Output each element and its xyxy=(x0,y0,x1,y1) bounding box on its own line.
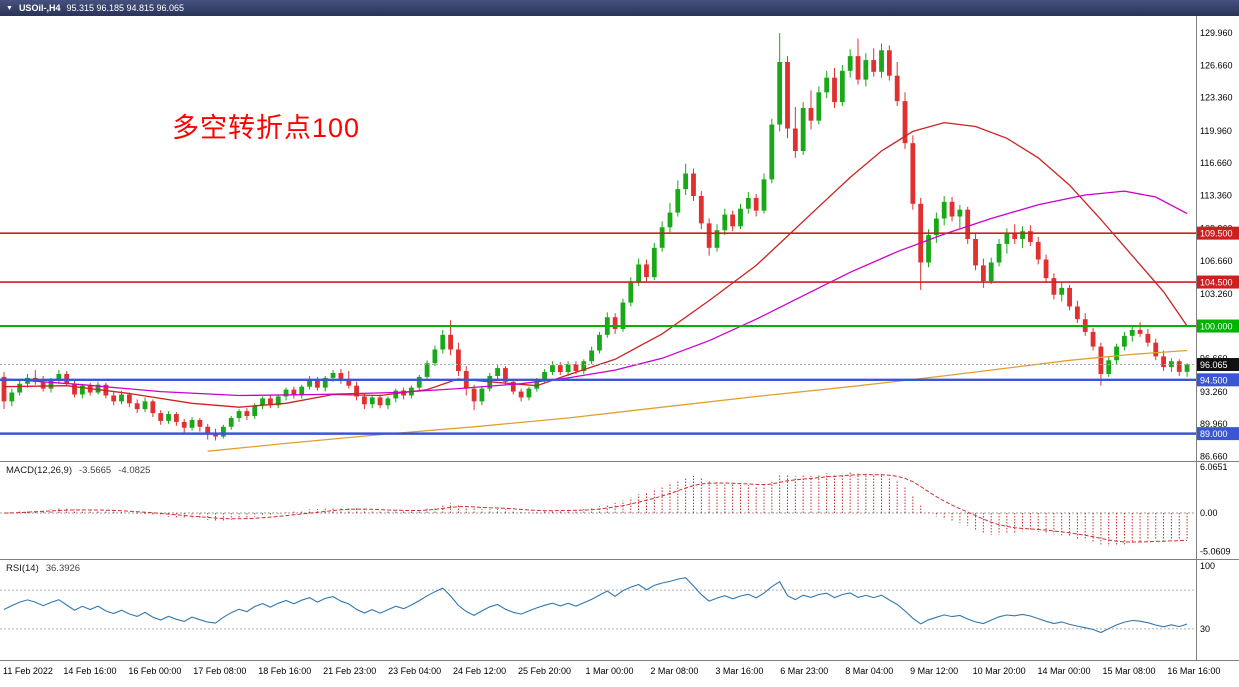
pane-separators xyxy=(0,461,1239,661)
horizontal-levels[interactable] xyxy=(0,232,1196,435)
macd-value-signal: -4.0825 xyxy=(118,465,151,476)
time-axis-label: 3 Mar 16:00 xyxy=(715,666,763,676)
price-badge xyxy=(1197,358,1239,372)
y-axis-tick: 126.660 xyxy=(1200,60,1233,70)
price-badge xyxy=(1197,226,1239,240)
collapse-icon[interactable]: ▼ xyxy=(6,4,13,12)
rsi-pane[interactable] xyxy=(0,577,1196,634)
ma-orange xyxy=(207,349,1188,452)
time-axis-label: 11 Feb 2022 xyxy=(3,666,53,676)
price-badge-label: 104.500 xyxy=(1200,278,1233,288)
time-axis-label: 2 Mar 08:00 xyxy=(650,666,698,676)
time-axis-label: 25 Feb 20:00 xyxy=(518,666,571,676)
macd-pane[interactable] xyxy=(0,472,1196,547)
time-axis-label: 16 Feb 00:00 xyxy=(128,666,181,676)
moving-averages xyxy=(3,121,1188,452)
price-scale[interactable]: 129.960 126.660 123.360 119.960 116.660 113.3… xyxy=(1196,16,1239,661)
time-axis-label: 14 Mar 00:00 xyxy=(1038,666,1091,676)
price-badge xyxy=(1197,427,1239,441)
time-axis-label: 15 Mar 08:00 xyxy=(1102,666,1155,676)
macd-name: MACD(12,26,9) xyxy=(6,465,72,476)
y-axis-tick: 86.660 xyxy=(1200,452,1228,462)
y-axis-tick: 89.960 xyxy=(1200,419,1228,429)
y-axis-tick: 113.360 xyxy=(1200,190,1232,200)
time-axis-label: 9 Mar 12:00 xyxy=(910,666,958,676)
time-axis[interactable]: 11 Feb 2022 14 Feb 16:00 16 Feb 00:00 17 Fe… xyxy=(3,666,1220,676)
y-axis-tick: 93.260 xyxy=(1200,387,1228,397)
time-axis-label: 23 Feb 04:00 xyxy=(388,666,441,676)
rsi-indicator-label: RSI(14) 36.3926 xyxy=(6,563,80,574)
price-badge-label: 96.065 xyxy=(1200,360,1228,370)
price-badge-label: 94.500 xyxy=(1200,375,1228,385)
time-axis-label: 16 Mar 16:00 xyxy=(1167,666,1220,676)
rsi-axis-label: 30 xyxy=(1200,624,1210,634)
chart-title-symbol: USOil-,H4 xyxy=(18,3,61,13)
y-axis-tick: 129.960 xyxy=(1200,28,1233,38)
macd-indicator-label: MACD(12,26,9) -3.5665 -4.0825 xyxy=(6,465,150,476)
time-axis-label: 18 Feb 16:00 xyxy=(258,666,311,676)
rsi-line xyxy=(3,577,1188,634)
chart-titlebar[interactable]: ▼ USOil-,H4 95.315 96.185 94.815 96.065 xyxy=(0,0,1239,16)
macd-axis-label: -5.0609 xyxy=(1200,546,1231,556)
rsi-name: RSI(14) xyxy=(6,563,39,574)
macd-axis-label: 6.0651 xyxy=(1200,462,1228,472)
chart-annotation-text[interactable]: 多空转折点100 xyxy=(172,113,361,143)
time-axis-label: 17 Feb 08:00 xyxy=(193,666,246,676)
price-pane[interactable] xyxy=(0,33,1196,452)
price-badge xyxy=(1197,319,1239,333)
price-badge-label: 100.000 xyxy=(1200,322,1233,332)
price-badge xyxy=(1197,373,1239,387)
time-axis-label: 1 Mar 00:00 xyxy=(585,666,633,676)
y-axis-tick: 103.260 xyxy=(1200,289,1233,299)
macd-axis-label: 0.00 xyxy=(1200,508,1218,518)
y-axis-tick: 119.960 xyxy=(1200,126,1232,136)
time-axis-label: 6 Mar 23:00 xyxy=(780,666,828,676)
y-axis-tick: 123.360 xyxy=(1200,93,1233,103)
price-badge xyxy=(1197,275,1239,289)
macd-value-main: -3.5665 xyxy=(79,465,112,476)
y-axis-tick: 116.660 xyxy=(1200,158,1232,168)
time-axis-label: 8 Mar 04:00 xyxy=(845,666,893,676)
price-badge-label: 89.000 xyxy=(1200,429,1228,439)
time-axis-label: 10 Mar 20:00 xyxy=(973,666,1026,676)
ma-magenta xyxy=(3,190,1188,397)
time-axis-label: 24 Feb 12:00 xyxy=(453,666,506,676)
y-axis-tick: 106.660 xyxy=(1200,256,1233,266)
rsi-axis-label: 100 xyxy=(1200,561,1215,571)
price-badge-label: 109.500 xyxy=(1200,229,1233,239)
candles-series xyxy=(1,33,1190,441)
rsi-value: 36.3926 xyxy=(45,563,81,574)
time-axis-label: 14 Feb 16:00 xyxy=(63,666,116,676)
chart-title-ohlc: 95.315 96.185 94.815 96.065 xyxy=(66,3,185,13)
ma-red xyxy=(3,121,1188,408)
time-axis-label: 21 Feb 23:00 xyxy=(323,666,376,676)
macd-signal-line xyxy=(3,474,1188,543)
